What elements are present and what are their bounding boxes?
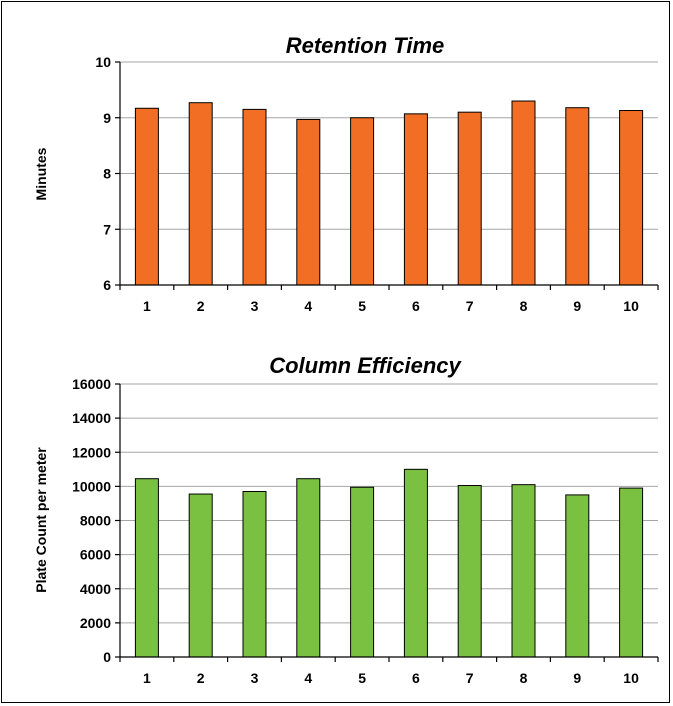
y-tick-label: 8 [103, 166, 111, 182]
y-tick-labels: 6 7 8 9 10 [95, 54, 111, 293]
bar-2 [188, 493, 213, 658]
axes [115, 383, 659, 662]
y-tick-label: 10000 [72, 478, 111, 494]
bar-3 [242, 490, 267, 658]
bar-6 [403, 468, 428, 658]
bar-2 [188, 102, 213, 286]
axes [115, 61, 659, 290]
x-tick-label: 2 [197, 670, 205, 686]
bar-4 [296, 478, 321, 658]
bar-9 [565, 494, 590, 658]
x-tick-label: 4 [304, 298, 312, 314]
bar-1 [134, 478, 159, 658]
bar-1 [134, 107, 159, 286]
x-tick-label: 5 [358, 670, 366, 686]
bar-6 [403, 113, 428, 286]
x-tick-label: 8 [520, 670, 528, 686]
bar-5 [350, 117, 375, 286]
y-tick-label: 4000 [80, 581, 111, 597]
bar-8 [511, 100, 536, 286]
x-tick-label: 7 [466, 670, 474, 686]
bar-10 [619, 487, 644, 658]
bar-3 [242, 108, 267, 286]
x-tick-label: 6 [412, 670, 420, 686]
x-tick-label: 8 [520, 298, 528, 314]
bars [134, 100, 644, 286]
x-tick-label: 6 [412, 298, 420, 314]
x-tick-labels: 1 2 3 4 5 6 7 8 9 10 [143, 670, 639, 686]
x-tick-label: 2 [197, 298, 205, 314]
y-axis-label: Minutes [33, 147, 49, 200]
bar-7 [457, 485, 482, 658]
y-tick-label: 14000 [72, 410, 111, 426]
bar-8 [511, 484, 536, 658]
x-tick-label: 10 [623, 670, 639, 686]
x-tick-label: 3 [251, 670, 259, 686]
bar-10 [619, 110, 644, 286]
x-tick-label: 5 [358, 298, 366, 314]
y-tick-label: 2000 [80, 615, 111, 631]
y-tick-labels: 0 2000 4000 6000 8000 10000 12000 14000 16000 [72, 376, 111, 665]
bar-7 [457, 111, 482, 286]
x-tick-label: 9 [573, 670, 581, 686]
y-tick-label: 7 [103, 221, 111, 237]
bar-9 [565, 107, 590, 286]
y-tick-label: 9 [103, 110, 111, 126]
x-tick-label: 10 [623, 298, 639, 314]
bar-5 [350, 486, 375, 658]
y-tick-label: 0 [103, 649, 111, 665]
x-tick-label: 1 [143, 298, 151, 314]
x-tick-label: 4 [304, 670, 312, 686]
chart-title: Retention Time [286, 33, 445, 58]
y-axis-label: Plate Count per meter [33, 447, 49, 593]
y-tick-label: 6000 [80, 547, 111, 563]
bars [134, 468, 644, 658]
x-tick-label: 9 [573, 298, 581, 314]
y-tick-label: 16000 [72, 376, 111, 392]
chart-title: Column Efficiency [269, 353, 462, 378]
bar-4 [296, 118, 321, 286]
y-tick-label: 8000 [80, 513, 111, 529]
y-tick-label: 6 [103, 277, 111, 293]
x-tick-label: 7 [466, 298, 474, 314]
y-tick-label: 10 [95, 54, 111, 70]
x-tick-label: 3 [251, 298, 259, 314]
x-tick-labels: 1 2 3 4 5 6 7 8 9 10 [143, 298, 639, 314]
y-tick-label: 12000 [72, 444, 111, 460]
x-tick-label: 1 [143, 670, 151, 686]
column-efficiency-chart: Column Efficiency Plate Count per meter … [33, 353, 659, 686]
